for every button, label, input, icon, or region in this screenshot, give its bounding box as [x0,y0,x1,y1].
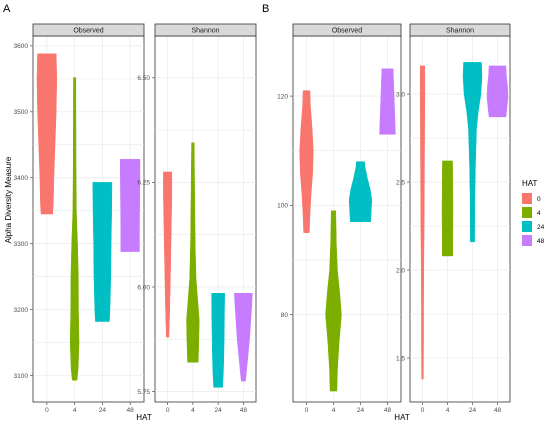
violin-a-observed-hat-0 [36,53,58,215]
facet-strip [409,23,511,37]
x-axis-title-a: HAT [136,413,152,422]
x-tick-label: 48 [127,407,135,414]
y-tick-label: 2.5 [396,179,405,186]
violin-b-observed-hat-0 [299,90,314,233]
violin-b-shannon-hat-24 [462,62,483,243]
facet-strip-label: Observed [332,28,362,35]
violin-a-shannon-hat-0 [163,171,173,338]
y-tick-label: 1.5 [396,355,405,362]
y-tick-label: 6.25 [137,180,150,187]
x-tick-label: 0 [305,407,309,414]
facet-strip [32,23,145,37]
violin-a-shannon-hat-4 [186,142,200,363]
x-tick-label: 0 [166,407,170,414]
panel-a-observed: Observed 3100 3200 3300 3400 3500 3600 0 4 24 48 [14,23,145,414]
violin-a-shannon-hat-48 [234,293,253,382]
legend-label-4: 4 [537,210,541,217]
facet-strip [154,23,257,37]
panel-a-shannon: Shannon 5.75 6.00 6.25 6.50 0 4 24 48 [137,23,257,414]
legend-key-4 [522,207,532,218]
x-tick-label: 24 [469,407,477,414]
x-tick-label: 0 [421,407,425,414]
x-tick-label: 0 [45,407,49,414]
facet-strip [292,23,402,37]
x-tick-label: 48 [240,407,248,414]
y-axis-title: Alpha Diversity Measure [4,156,13,243]
violin-b-shannon-hat-48 [486,65,509,118]
x-tick-label: 4 [446,407,450,414]
violin-a-shannon-hat-24 [211,293,225,388]
y-tick-label: 6.00 [137,284,150,291]
violin-a-observed-hat-48 [119,159,141,252]
legend: HAT 0 4 24 48 [522,179,545,246]
y-tick-label: 100 [277,203,288,210]
y-tick-label: 3100 [14,373,29,380]
x-tick-label: 24 [99,407,107,414]
legend-key-0 [522,193,532,204]
legend-label-24: 24 [537,224,545,231]
x-tick-label: 48 [494,407,502,414]
y-tick-label: 120 [277,93,288,100]
y-tick-label: 2.0 [396,267,405,274]
facet-strip-label: Shannon [446,28,474,35]
violin-b-shannon-hat-0 [419,65,426,380]
legend-item-0: 0 [522,193,541,204]
panel-letter-b: B [262,3,269,15]
legend-item-4: 4 [522,207,541,218]
legend-item-24: 24 [522,221,545,232]
y-tick-label: 3500 [14,109,29,116]
violin-b-observed-hat-48 [379,68,396,135]
y-tick-label: 3600 [14,43,29,50]
y-tick-label: 80 [281,312,289,319]
violin-b-shannon-hat-4 [441,160,454,257]
legend-key-48 [522,235,532,246]
y-tick-label: 3300 [14,241,29,248]
x-tick-label: 24 [357,407,365,414]
x-tick-label: 48 [384,407,392,414]
y-tick-label: 3400 [14,175,29,182]
x-axis-title-b: HAT [394,413,410,422]
legend-item-48: 48 [522,235,545,246]
x-tick-label: 4 [191,407,195,414]
panel-b-observed: Observed 80 100 120 0 4 24 48 [277,23,402,414]
violin-b-observed-hat-24 [348,161,373,222]
x-tick-label: 24 [215,407,223,414]
y-tick-label: 3.0 [396,91,405,98]
x-tick-label: 4 [73,407,77,414]
legend-label-0: 0 [537,196,541,203]
facet-strip-label: Shannon [191,28,219,35]
violin-a-observed-hat-24 [92,182,113,322]
y-tick-label: 6.50 [137,75,150,82]
legend-key-24 [522,221,532,232]
violin-b-observed-hat-4 [325,210,342,392]
violin-a-observed-hat-4 [69,77,80,381]
y-tick-label: 5.75 [137,389,150,396]
panel-letter-a: A [3,3,11,15]
legend-label-48: 48 [537,238,545,245]
legend-title: HAT [522,179,538,188]
y-tick-label: 3200 [14,307,29,314]
facet-strip-label: Observed [73,28,103,35]
x-tick-label: 4 [332,407,336,414]
panel-b-shannon: Shannon 1.5 2.0 2.5 3.0 0 4 24 48 [396,23,511,414]
